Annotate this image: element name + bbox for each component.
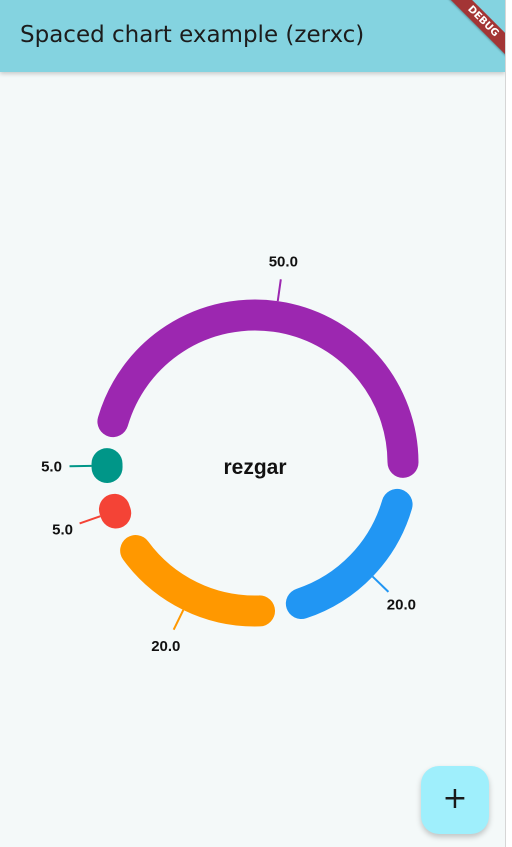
add-button[interactable]: + — [421, 766, 489, 834]
chart-segments — [91, 299, 419, 627]
chart-center-label: rezgar — [223, 456, 286, 479]
window-edge — [505, 0, 512, 847]
app-bar: Spaced chart example (zerxc) — [0, 0, 505, 72]
chart-leader-line-0 — [276, 279, 282, 302]
chart-value-label-0: 50.0 — [269, 253, 298, 270]
chart-segment-0 — [97, 299, 419, 478]
chart-segment-1 — [285, 488, 413, 620]
chart-value-label-2: 20.0 — [151, 638, 180, 655]
chart-segment-2 — [120, 535, 276, 627]
app-title: Spaced chart example (zerxc) — [20, 22, 365, 48]
chart-leader-lines — [69, 279, 390, 631]
chart-segment-3 — [98, 493, 132, 529]
chart-value-label-4: 5.0 — [41, 459, 62, 476]
chart-leader-line-1 — [371, 575, 390, 593]
donut-chart: 50.0 20.0 20.0 5.0 5.0 rezgar — [41, 253, 419, 655]
chart-leader-line-2 — [172, 609, 185, 631]
chart-value-label-3: 5.0 — [52, 521, 73, 538]
chart-value-label-1: 20.0 — [387, 596, 416, 613]
chart-leader-line-3 — [79, 515, 101, 525]
plus-icon: + — [442, 781, 468, 816]
chart-value-labels: 50.0 20.0 20.0 5.0 5.0 — [41, 253, 416, 654]
